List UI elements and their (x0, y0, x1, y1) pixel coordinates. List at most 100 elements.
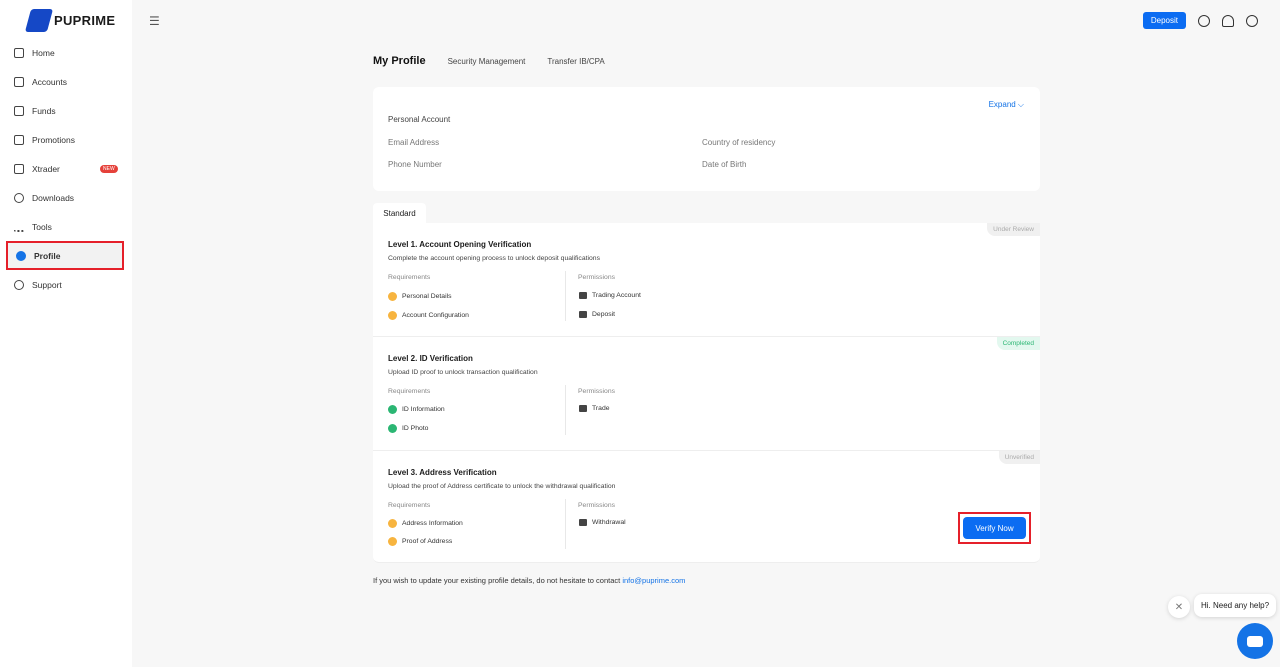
country-label: Country of residency (702, 138, 776, 147)
label: Downloads (32, 192, 75, 203)
permissions-label: Permissions (578, 274, 616, 281)
requirements-label: Requirements (388, 274, 431, 281)
verify-now-button[interactable]: Verify Now (963, 517, 1026, 539)
check-icon (388, 424, 397, 433)
tab-security-management[interactable]: Security Management (447, 57, 526, 66)
sidebar-item-tools[interactable]: Tools (6, 212, 124, 241)
wallet-icon (14, 105, 24, 116)
check-icon (388, 405, 397, 414)
status-badge: Unverified (998, 451, 1040, 464)
contact-email-link[interactable]: info@puprime.com (622, 576, 686, 585)
requirement-item: ID Information (388, 405, 445, 414)
label: ID Information (402, 406, 445, 413)
chart-icon (579, 405, 587, 412)
sidebar: PUPRIME Home Accounts Funds Promotions X… (0, 0, 132, 667)
label: Trading Account (592, 292, 641, 299)
cash-icon (579, 519, 587, 526)
clock-icon (388, 292, 397, 301)
label: ID Photo (402, 425, 429, 432)
level-2-card: Completed Level 2. ID Verification Uploa… (373, 337, 1040, 451)
expand-button[interactable]: Expand ⌵ (988, 100, 1024, 109)
clock-icon (388, 537, 397, 546)
chat-close-button[interactable]: ✕ (1168, 596, 1190, 618)
sidebar-item-accounts[interactable]: Accounts (6, 67, 124, 96)
sidebar-item-support[interactable]: Support (6, 270, 124, 299)
status-badge: Under Review (987, 223, 1040, 236)
dob-label: Date of Birth (702, 160, 747, 169)
tab-my-profile[interactable]: My Profile (373, 55, 426, 67)
requirement-item: ID Photo (388, 424, 428, 433)
sidebar-item-funds[interactable]: Funds (6, 96, 124, 125)
sidebar-item-home[interactable]: Home (6, 38, 124, 67)
chat-icon (1247, 635, 1263, 647)
logo[interactable]: PUPRIME (24, 9, 116, 32)
sidebar-item-downloads[interactable]: Downloads (6, 183, 124, 212)
divider (565, 385, 566, 435)
label: Tools (32, 221, 52, 232)
chat-launcher-button[interactable] (1237, 623, 1273, 659)
tab-standard[interactable]: Standard (373, 203, 426, 224)
level-description: Upload the proof of Address certificate … (388, 483, 616, 490)
permissions-label: Permissions (578, 502, 616, 509)
divider (565, 499, 566, 549)
label: Promotions (32, 134, 75, 145)
label: Funds (32, 105, 56, 116)
profile-tabs: My Profile Security Management Transfer … (373, 55, 605, 67)
globe-icon[interactable] (1198, 14, 1210, 27)
headset-icon (14, 279, 24, 290)
level-title: Level 3. Address Verification (388, 468, 497, 477)
permission-item: Trade (579, 405, 610, 412)
email-label: Email Address (388, 138, 440, 147)
permission-item: Withdrawal (579, 519, 626, 526)
label: Personal Details (402, 293, 452, 300)
chat-greeting[interactable]: Hi. Need any help? (1194, 594, 1277, 617)
requirements-label: Requirements (388, 502, 431, 509)
level-description: Complete the account opening process to … (388, 255, 600, 262)
personal-account-title: Personal Account (388, 115, 451, 124)
divider (565, 271, 566, 321)
sidebar-item-promotions[interactable]: Promotions (6, 125, 124, 154)
sidebar-item-xtrader[interactable]: Xtrader NEW (6, 154, 124, 183)
gift-icon (14, 134, 24, 145)
label: Deposit (592, 311, 616, 318)
label: Trade (592, 405, 610, 412)
user-icon[interactable] (1246, 14, 1258, 27)
logo-mark (24, 9, 54, 32)
label: Support (32, 279, 62, 290)
xtrader-icon (14, 163, 24, 174)
label: Home (32, 47, 55, 58)
requirement-item: Address Information (388, 519, 463, 528)
level-1-card: Under Review Level 1. Account Opening Ve… (373, 223, 1040, 337)
profile-icon (16, 250, 26, 261)
clock-icon (388, 311, 397, 320)
status-badge: Completed (996, 337, 1040, 350)
download-icon (14, 192, 24, 203)
new-badge: NEW (100, 164, 118, 173)
level-description: Upload ID proof to unlock transaction qu… (388, 369, 538, 376)
label: Account Configuration (402, 312, 469, 319)
sidebar-nav: Home Accounts Funds Promotions Xtrader NE… (6, 38, 124, 299)
footer-text: If you wish to update your existing prof… (373, 576, 623, 585)
label: Address Information (402, 520, 463, 527)
sidebar-item-profile[interactable]: Profile (6, 241, 124, 270)
label: Withdrawal (592, 519, 626, 526)
permissions-label: Permissions (578, 388, 616, 395)
permission-item: Deposit (579, 311, 615, 318)
level-3-card: Unverified Level 3. Address Verification… (373, 451, 1040, 563)
accounts-icon (14, 76, 24, 87)
label: Proof of Address (402, 538, 453, 545)
menu-toggle-icon[interactable]: ☰ (149, 14, 160, 28)
deposit-button[interactable]: Deposit (1142, 12, 1186, 29)
label: Profile (34, 250, 61, 261)
brand-name: PUPRIME (54, 13, 116, 28)
requirements-label: Requirements (388, 388, 431, 395)
footer-note: If you wish to update your existing prof… (373, 576, 685, 585)
person-icon (579, 292, 587, 299)
bell-icon[interactable] (1222, 14, 1234, 27)
level-title: Level 2. ID Verification (388, 354, 473, 363)
card-icon (579, 311, 587, 318)
tab-transfer-ib-cpa[interactable]: Transfer IB/CPA (547, 57, 605, 66)
phone-label: Phone Number (388, 160, 442, 169)
header-actions: Deposit (1142, 12, 1258, 29)
requirement-item: Personal Details (388, 292, 452, 301)
